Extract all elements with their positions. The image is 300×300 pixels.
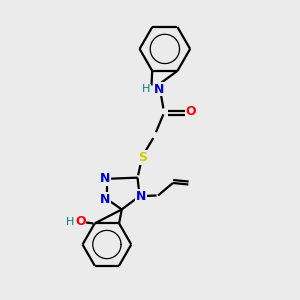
Text: N: N (154, 82, 165, 96)
Text: H: H (142, 84, 151, 94)
Text: H: H (66, 217, 74, 227)
Text: N: N (100, 193, 111, 206)
Text: O: O (75, 215, 86, 228)
Text: N: N (136, 190, 146, 202)
Text: N: N (100, 172, 111, 185)
Text: O: O (185, 105, 196, 118)
Text: S: S (138, 151, 147, 164)
